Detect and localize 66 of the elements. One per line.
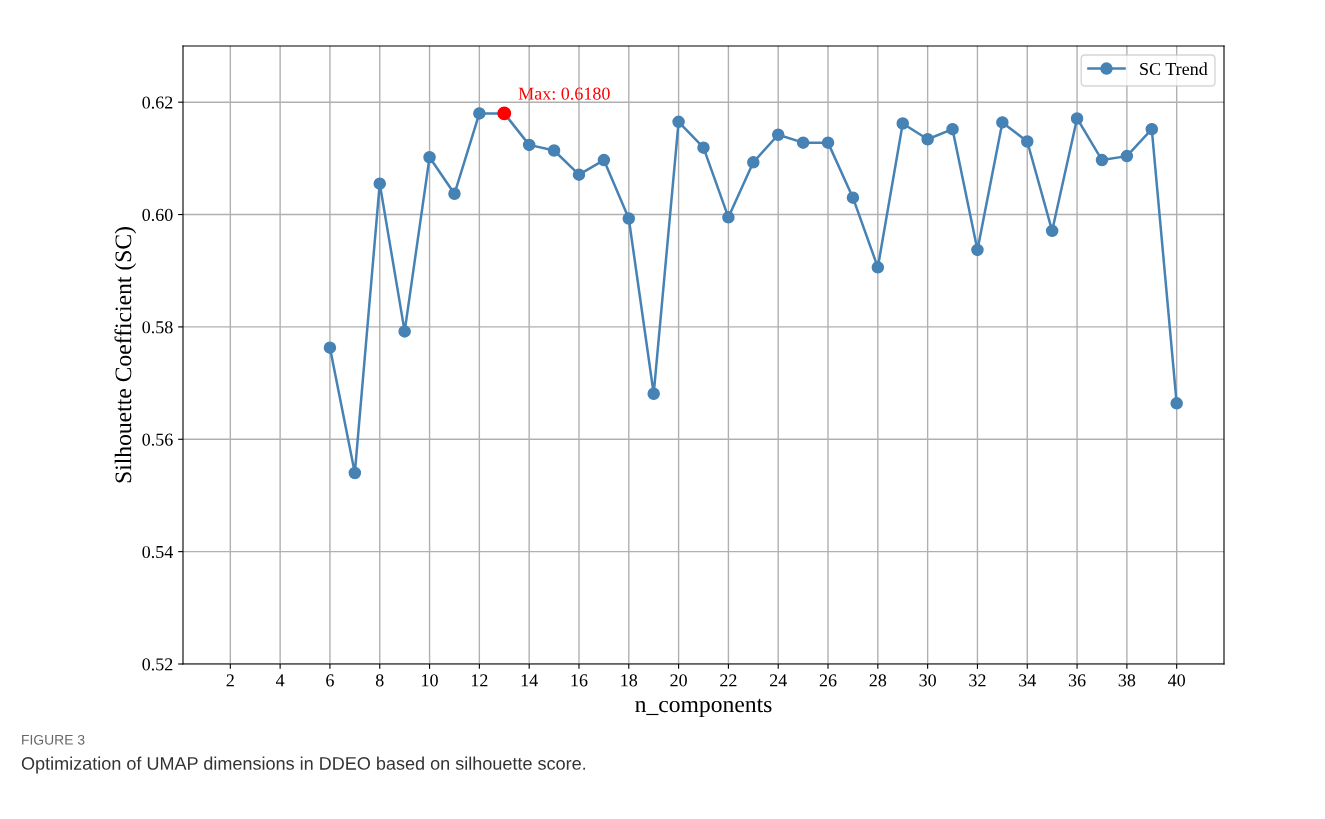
point [572, 168, 586, 181]
point [1145, 122, 1159, 136]
point [597, 153, 611, 167]
x-tick-label: 20 [670, 674, 687, 687]
x-tick-label: 14 [521, 674, 538, 687]
legend-label: SC Trend [1140, 62, 1208, 76]
point [522, 138, 536, 152]
point [323, 341, 337, 354]
point [473, 107, 486, 120]
point [821, 136, 835, 149]
x-tick-label: 18 [621, 674, 638, 687]
point [398, 325, 411, 338]
point [547, 144, 561, 157]
point [846, 191, 860, 204]
text: Optimization of UMAP dimensions in DDEO based on silhouette score. [21, 756, 586, 774]
x-tick-label: 4 [275, 674, 285, 687]
x-tick-label: 8 [375, 674, 384, 687]
point [448, 187, 461, 201]
x-tick-label: 38 [1118, 674, 1136, 687]
point [1095, 153, 1109, 167]
x-axis-title: n_components [635, 698, 772, 718]
x-tick-label: 16 [571, 674, 588, 687]
point [1120, 149, 1134, 163]
point [921, 133, 934, 146]
y-tick-label: 0.58 [142, 321, 173, 334]
point [1045, 224, 1059, 238]
x-tick-label: 40 [1168, 674, 1186, 687]
point [373, 177, 386, 190]
y-axis-title: Silhouette Coefficient (SC) [114, 227, 137, 483]
x-tick-label: 30 [919, 674, 936, 687]
x-tick-label: 24 [769, 674, 787, 687]
x-tick-label: 32 [969, 674, 986, 687]
x-tick-label: 36 [1068, 674, 1086, 687]
point [672, 115, 685, 129]
point [771, 128, 785, 142]
point [971, 243, 984, 257]
y-tick-label: 0.54 [142, 545, 173, 559]
x-tick-label: 2 [226, 674, 234, 687]
y-tick-label: 0.60 [142, 208, 173, 222]
x-tick-label: 12 [471, 674, 488, 687]
x-tick-label: 22 [720, 674, 737, 687]
point [722, 211, 735, 224]
x-tick-label: 10 [422, 674, 438, 687]
point [896, 117, 909, 130]
x-tick-label: 26 [819, 674, 837, 687]
point [1070, 112, 1084, 125]
caption: FIGURE 3 [22, 734, 85, 745]
x-tick-label: 6 [326, 674, 334, 687]
point [747, 156, 760, 169]
y-tick-label: 0.56 [142, 433, 173, 446]
point [996, 116, 1009, 129]
point [1170, 397, 1183, 410]
point [1021, 135, 1034, 148]
point [871, 261, 885, 274]
x-tick-label: 28 [869, 674, 887, 687]
point [423, 150, 436, 164]
y-tick-label: 0.52 [142, 658, 173, 671]
x-tick-label: 34 [1019, 674, 1036, 687]
point [796, 136, 810, 149]
point [348, 466, 362, 480]
annotation: Max: 0.6180 [518, 87, 610, 100]
point [946, 122, 959, 136]
y-tick-label: 0.62 [142, 96, 173, 109]
point [647, 387, 660, 401]
point [622, 212, 636, 225]
point [697, 141, 710, 154]
